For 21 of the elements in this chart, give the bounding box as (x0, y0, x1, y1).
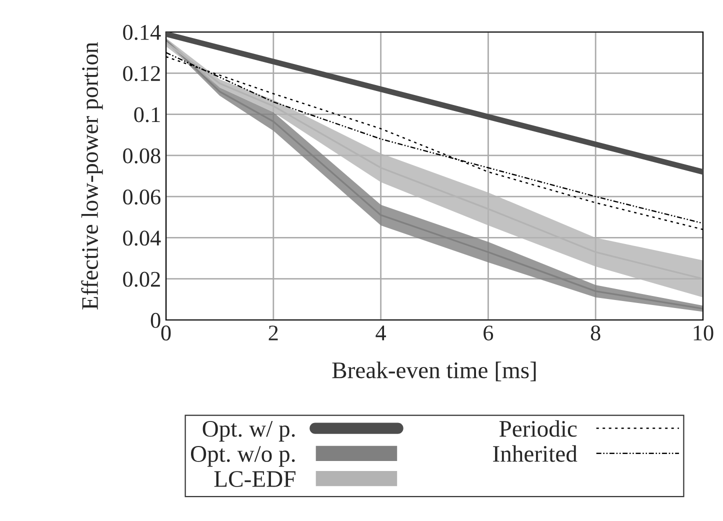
y-tick-label: 0.1 (134, 107, 160, 122)
legend-label: LC-EDF (214, 471, 296, 488)
y-tick-label: 0.02 (123, 272, 160, 287)
legend-label: Opt. w/ p. (202, 420, 295, 442)
y-tick-label: 0.12 (123, 66, 160, 82)
legend-label: Opt. w/o p. (190, 446, 295, 467)
legend-label: Periodic (499, 420, 577, 437)
y-tick-label: 0.04 (123, 230, 161, 246)
y-tick-label: 0.14 (123, 24, 161, 40)
y-axis-title: Effective low-power portion (81, 42, 103, 310)
x-axis-title: Break-even time [ms] (332, 362, 536, 382)
legend-label: Inherited (493, 445, 578, 462)
x-tick-label: 4 (376, 326, 386, 340)
x-tick-label: 2 (268, 326, 278, 340)
x-tick-label: 0 (161, 326, 171, 340)
y-tick-label: 0.08 (123, 148, 160, 164)
y-tick-label: 0.06 (123, 190, 160, 205)
x-tick-label: 10 (694, 326, 714, 340)
x-tick-label: 8 (590, 326, 600, 340)
x-tick-label: 6 (484, 326, 494, 340)
y-tick-label: 0 (150, 312, 160, 328)
